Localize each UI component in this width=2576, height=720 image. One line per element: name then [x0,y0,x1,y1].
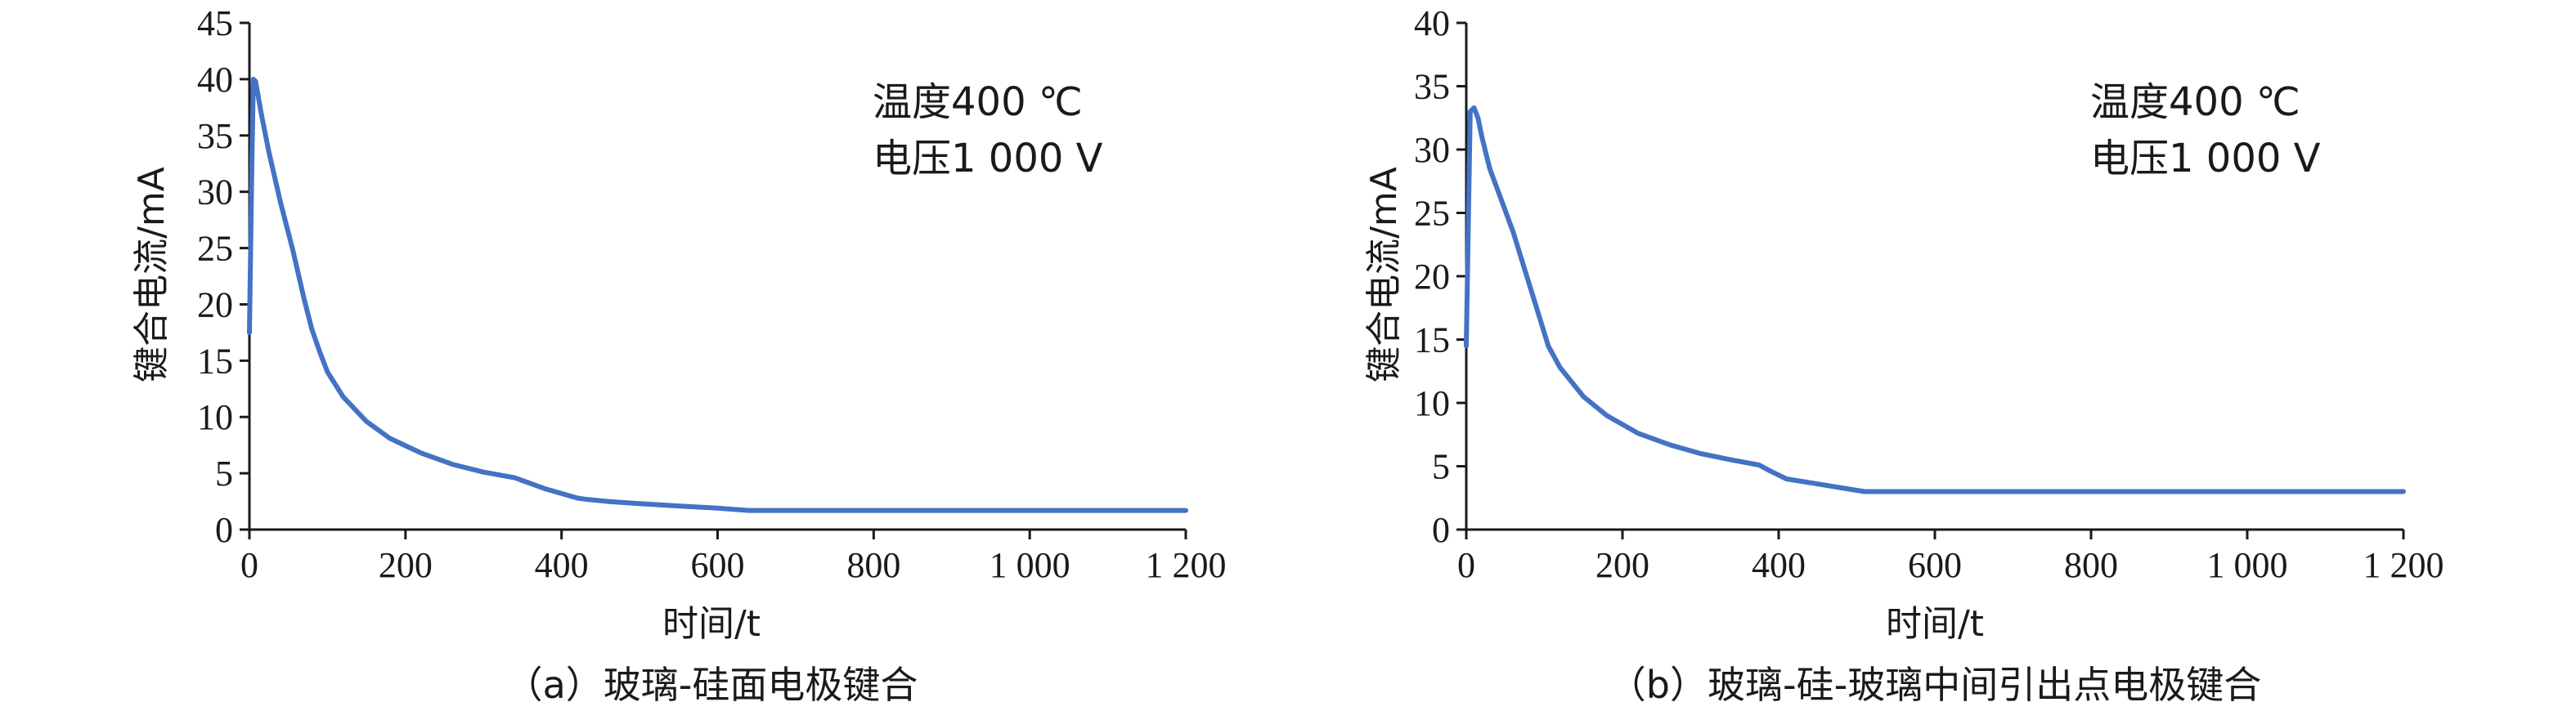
chart-b-y-tick-label: 15 [1414,320,1450,360]
chart-b-x-tick-label: 1 000 [2207,545,2288,585]
chart-b-y-tick-label: 25 [1414,194,1450,234]
chart-b-x-tick-label: 1 200 [2363,545,2444,585]
chart-b-y-tick-label: 30 [1414,130,1450,170]
chart-a-x-tick-label: 800 [846,545,900,585]
chart-a-y-tick-label: 25 [197,229,233,269]
chart-a-ylabel: 键合电流/mA [131,167,173,382]
chart-a-y-tick-label: 15 [197,341,233,381]
chart-a-y-tick-label: 35 [197,116,233,156]
chart-a-annotation-voltage: 电压1 000 V [873,136,1103,181]
chart-a-x-tick-label: 1 000 [990,545,1070,585]
chart-a-x-tick-label: 200 [379,545,433,585]
chart-b-series-line [1464,105,2406,494]
chart-b-x-tick-label: 800 [2064,545,2118,585]
chart-b-y-tick-label: 10 [1414,383,1450,423]
chart-a-xlabel: 时间/t [662,603,761,645]
chart-b-y-tick-label: 0 [1432,510,1450,550]
chart-b: 键合电流/mA 时间/t 温度400 ℃ 电压1 000 V （b）玻璃-硅-玻… [1363,3,2444,707]
chart-a-y-tick-label: 0 [215,510,233,550]
chart-a-annotation-temperature: 温度400 ℃ [873,79,1083,125]
chart-b-x-tick-label: 400 [1752,545,1806,585]
chart-a-y-tick-label: 40 [197,60,233,100]
chart-b-y-tick-label: 40 [1414,3,1450,43]
chart-b-annotation-temperature: 温度400 ℃ [2090,79,2300,125]
chart-a-y-tick-label: 30 [197,172,233,212]
chart-a-x-tick-label: 600 [691,545,745,585]
chart-a-y-tick-label: 10 [197,397,233,437]
chart-b-ylabel: 键合电流/mA [1363,167,1405,382]
chart-a-y-tick-label: 5 [215,454,233,494]
chart-b-annotation-voltage: 电压1 000 V [2090,136,2321,181]
chart-b-xlabel: 时间/t [1886,603,1984,645]
chart-b-y-tick-label: 20 [1414,257,1450,297]
chart-a-x-tick-label: 0 [240,545,258,585]
chart-b-y-tick-label: 5 [1432,447,1450,487]
chart-b-y-tick-label: 35 [1414,67,1450,107]
chart-a-y-tick-label: 45 [197,3,233,43]
chart-b-x-tick-label: 600 [1908,545,1962,585]
chart-a: 键合电流/mA 时间/t 温度400 ℃ 电压1 000 V （a）玻璃-硅面电… [131,3,1227,707]
chart-a-y-tick-label: 20 [197,284,233,324]
chart-a-caption: （a）玻璃-硅面电极键合 [505,663,918,707]
chart-b-x-tick-label: 200 [1595,545,1649,585]
chart-a-series-line [247,76,1188,513]
chart-a-x-tick-label: 400 [535,545,589,585]
chart-b-x-tick-label: 0 [1457,545,1475,585]
chart-a-x-tick-label: 1 200 [1146,545,1227,585]
chart-b-caption: （b）玻璃-硅-玻璃中间引出点电极键合 [1609,663,2261,707]
